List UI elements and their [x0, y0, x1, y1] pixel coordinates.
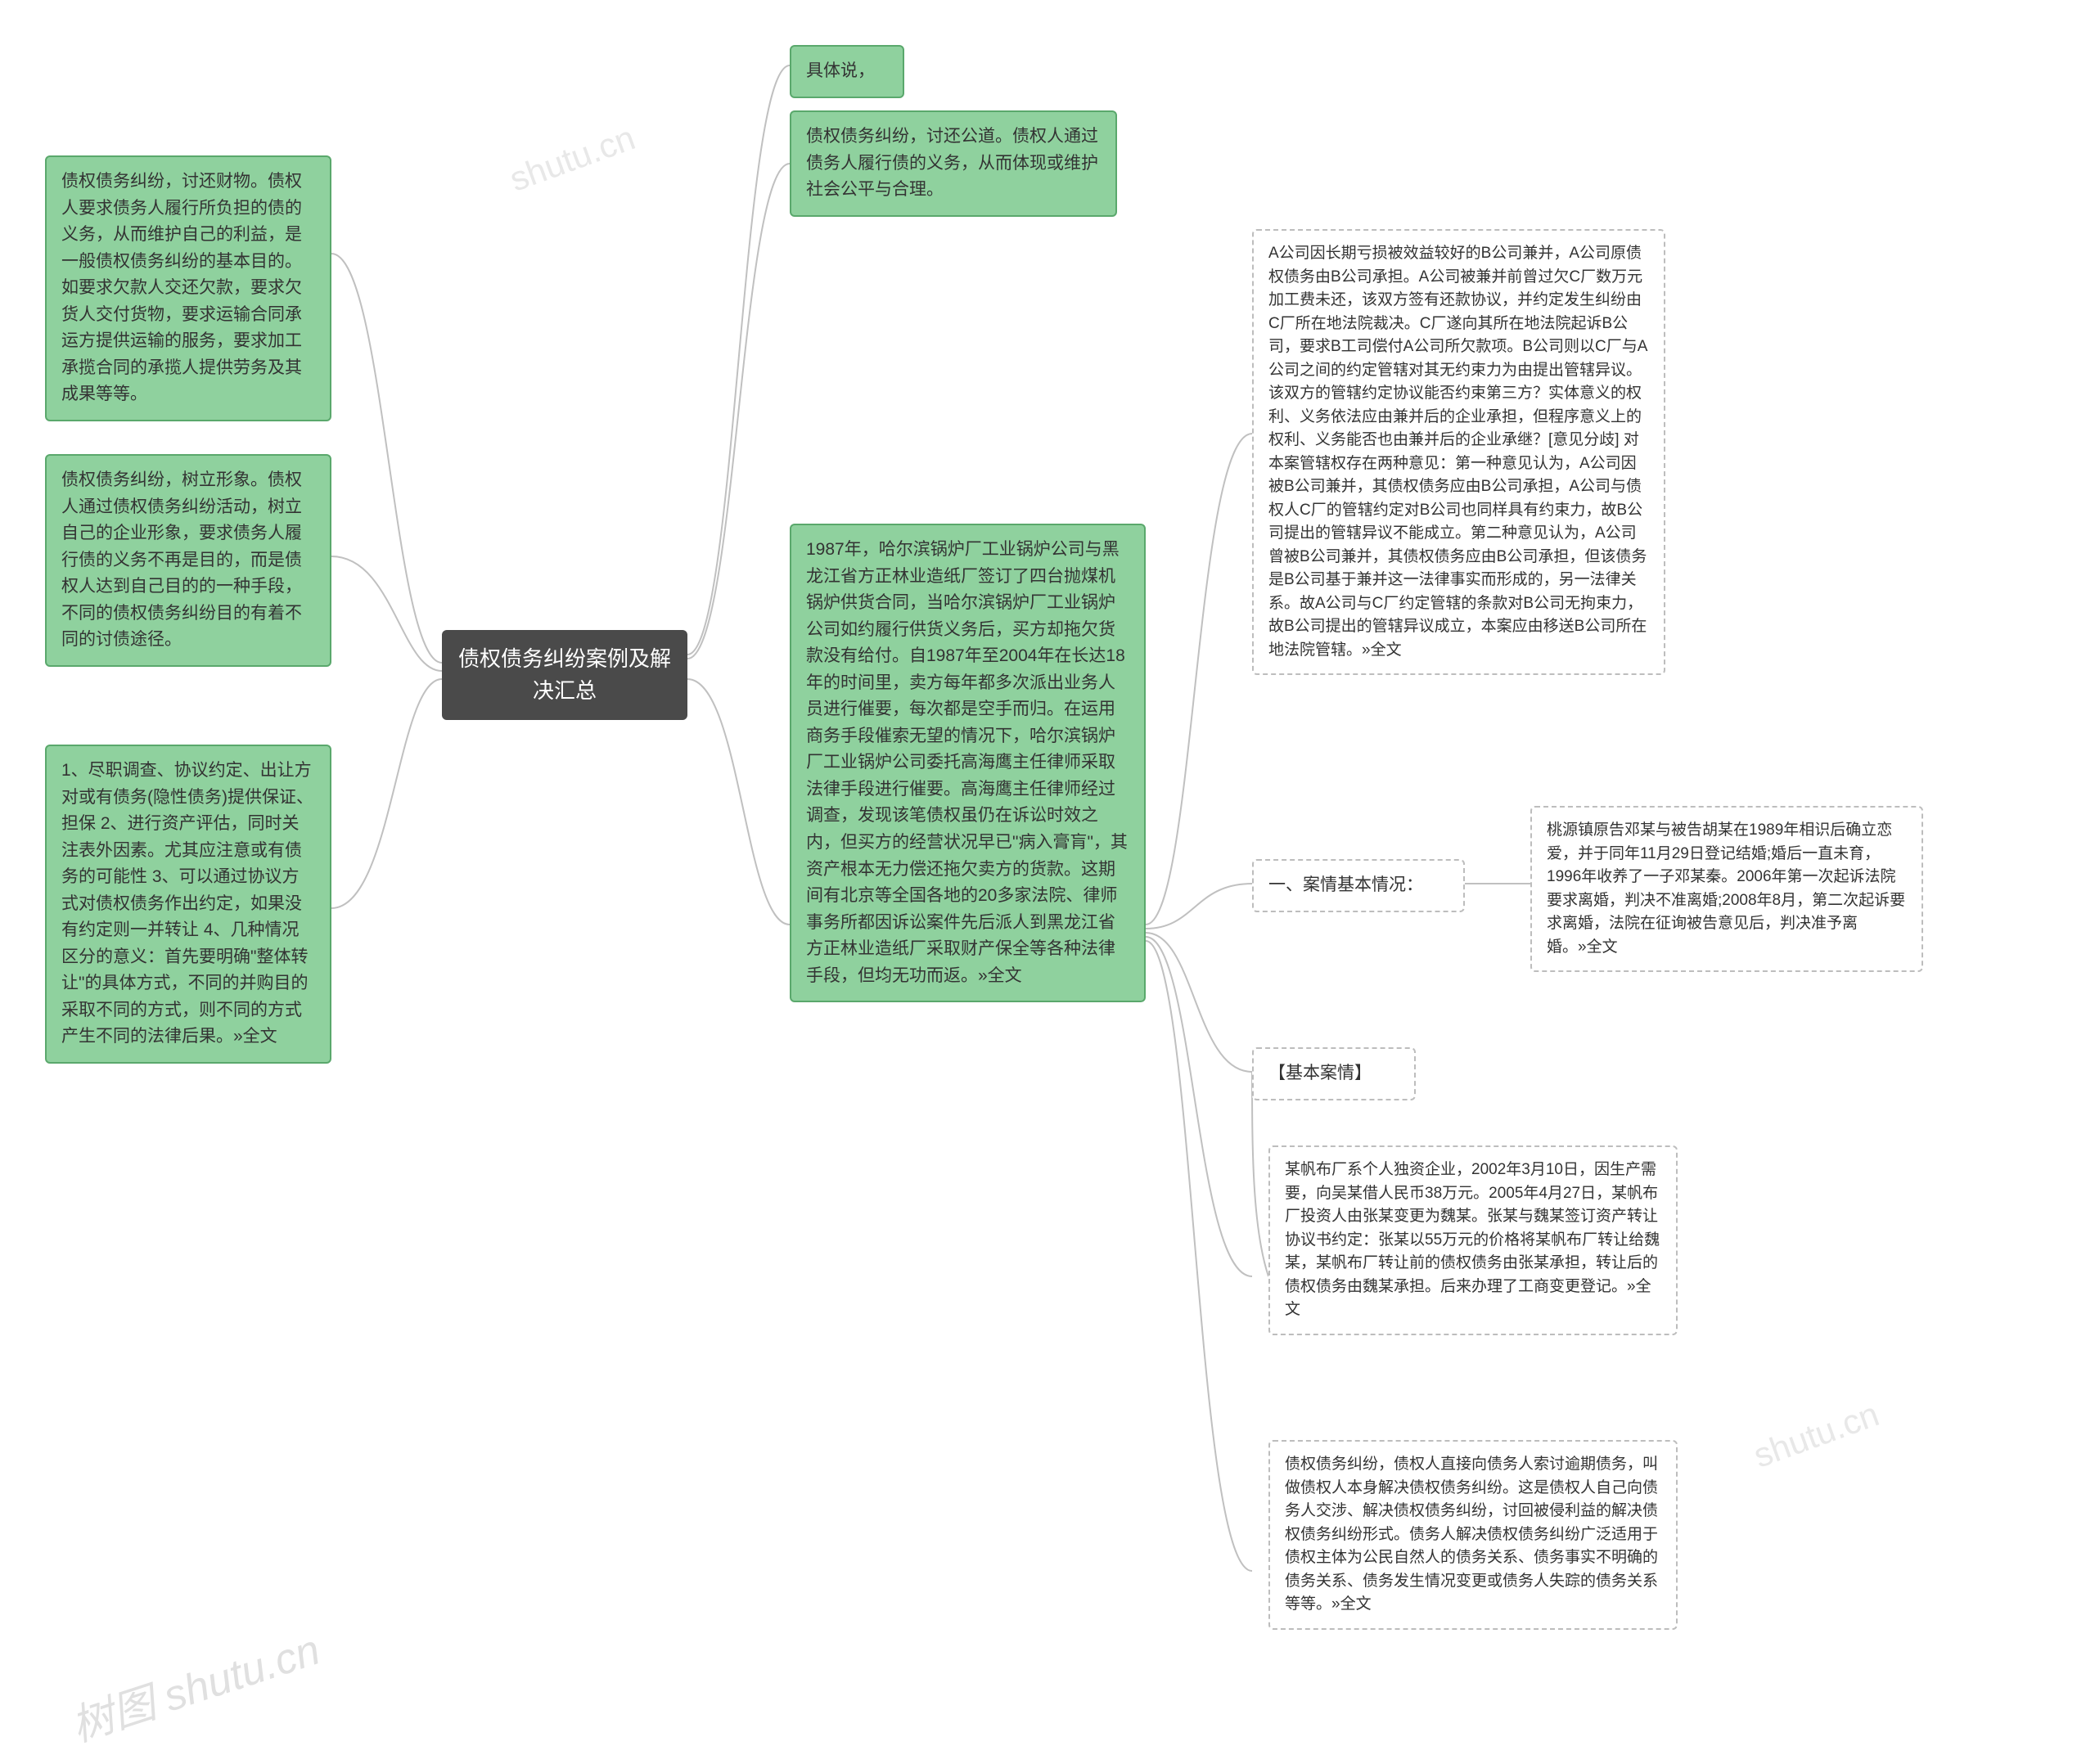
outline-node-4: 债权债务纠纷，债权人直接向债务人索讨逾期债务，叫做债权人本身解决债权债务纠纷。这…	[1268, 1440, 1678, 1630]
watermark: shutu.cn	[505, 118, 641, 199]
watermark-brand: 树图 shutu.cn	[62, 1615, 327, 1753]
left-node-3: 1、尽职调查、协议约定、出让方对或有债务(隐性债务)提供保证、担保 2、进行资产…	[45, 745, 331, 1064]
outline-node-2: 桃源镇原告邓某与被告胡某在1989年相识后确立恋爱，并于同年11月29日登记结婚…	[1530, 806, 1923, 972]
left-node-1: 债权债务纠纷，讨还财物。债权人要求债务人履行所负担的债的义务，从而维护自己的利益…	[45, 155, 331, 421]
outline-node-3: 某帆布厂系个人独资企业，2002年3月10日，因生产需要，向吴某借人民币38万元…	[1268, 1145, 1678, 1335]
outline-node-3-label: 【基本案情】	[1252, 1047, 1416, 1100]
right-green-2: 债权债务纠纷，讨还公道。债权人通过债务人履行债的义务，从而体现或维护社会公平与合…	[790, 110, 1117, 217]
outline-node-1: A公司因长期亏损被效益较好的B公司兼并，A公司原债权债务由B公司承担。A公司被兼…	[1252, 229, 1665, 675]
right-green-3: 1987年，哈尔滨锅炉厂工业锅炉公司与黑龙江省方正林业造纸厂签订了四台抛煤机锅炉…	[790, 524, 1146, 1002]
watermark: shutu.cn	[1749, 1394, 1885, 1475]
root-node: 债权债务纠纷案例及解决汇总	[442, 630, 687, 720]
right-green-1: 具体说，	[790, 45, 904, 98]
left-node-2: 债权债务纠纷，树立形象。债权人通过债权债务纠纷活动，树立自己的企业形象，要求债务…	[45, 454, 331, 667]
outline-node-2-label: 一、案情基本情况：	[1252, 859, 1465, 912]
